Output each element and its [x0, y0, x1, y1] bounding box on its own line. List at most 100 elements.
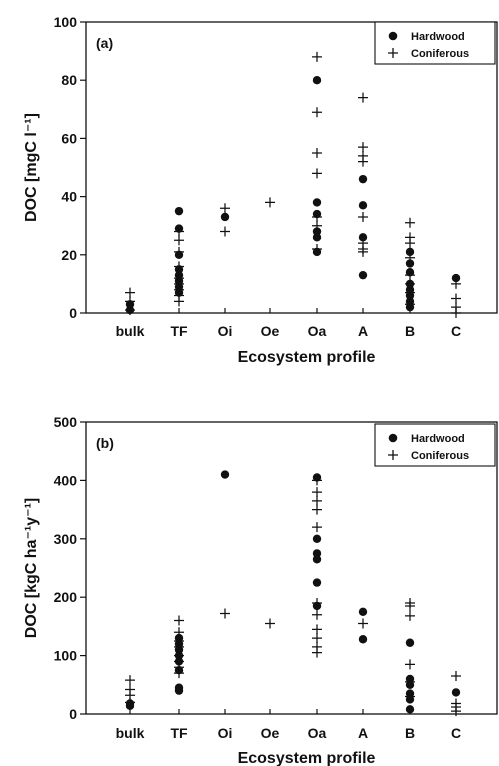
- data-point-coniferous: [174, 296, 184, 307]
- x-tick-label-oa: Oa: [308, 725, 327, 741]
- x-tick-label-b: B: [405, 323, 415, 339]
- data-point-hardwood: [405, 259, 415, 268]
- data-point-coniferous: [451, 308, 461, 318]
- data-point-coniferous: [174, 641, 184, 652]
- data-point-coniferous: [405, 238, 415, 249]
- data-point-coniferous: [312, 522, 322, 533]
- data-point-coniferous: [174, 615, 184, 626]
- data-point-coniferous: [451, 278, 461, 289]
- data-point-coniferous: [405, 659, 415, 670]
- data-point-hardwood: [405, 638, 415, 647]
- x-tick-label-tf: TF: [170, 323, 188, 339]
- data-point-hardwood: [358, 201, 368, 210]
- x-tick-label-bulk: bulk: [116, 323, 145, 339]
- data-point-hardwood: [312, 534, 322, 543]
- data-point-coniferous: [312, 475, 322, 486]
- data-point-hardwood: [312, 578, 322, 587]
- data-point-hardwood: [312, 233, 322, 242]
- x-axis-label: Ecosystem profile: [238, 750, 376, 766]
- data-point-coniferous: [125, 296, 135, 307]
- data-point-coniferous: [405, 270, 415, 281]
- legend-marker-coniferous: [388, 48, 398, 58]
- data-point-coniferous: [451, 706, 461, 717]
- legend-label-hardwood: Hardwood: [411, 433, 465, 445]
- data-point-coniferous: [358, 211, 368, 222]
- data-point-hardwood: [358, 270, 368, 280]
- data-point-coniferous: [265, 197, 275, 208]
- data-point-coniferous: [265, 618, 275, 629]
- y-tick-label: 80: [61, 72, 77, 88]
- data-point-hardwood: [451, 273, 461, 283]
- x-tick-label-c: C: [451, 323, 461, 339]
- data-point-coniferous: [405, 278, 415, 289]
- data-point-coniferous: [405, 252, 415, 263]
- data-point-coniferous: [358, 246, 368, 257]
- data-point-coniferous: [174, 627, 184, 638]
- data-point-coniferous: [312, 624, 322, 635]
- chart-panel-a: 0 20 40 60 80 100 bulk TF Oi Oe Oa A B C DOC [mgC l⁻¹]…: [23, 14, 498, 366]
- data-point-coniferous: [312, 495, 322, 506]
- y-tick-label: 200: [54, 589, 78, 605]
- data-point-coniferous: [405, 299, 415, 310]
- data-point-coniferous: [405, 691, 415, 702]
- data-point-coniferous: [451, 671, 461, 682]
- plot-frame: [85, 21, 498, 314]
- data-point-hardwood: [220, 212, 230, 222]
- data-point-coniferous: [174, 246, 184, 257]
- data-point-coniferous: [220, 203, 230, 214]
- x-tick-label-b: B: [405, 725, 415, 741]
- data-point-coniferous: [312, 107, 322, 118]
- data-point-coniferous: [358, 156, 368, 167]
- data-point-coniferous: [405, 676, 415, 687]
- x-tick-label-oe: Oe: [261, 323, 280, 339]
- x-tick-label-oa: Oa: [308, 323, 327, 339]
- data-point-coniferous: [405, 600, 415, 611]
- x-tick-label-tf: TF: [170, 725, 188, 741]
- y-tick-label: 400: [54, 472, 78, 488]
- data-point-coniferous: [312, 633, 322, 644]
- y-axis-label: DOC [mgC l⁻¹]: [23, 113, 40, 222]
- data-point-coniferous: [312, 609, 322, 620]
- x-tick-label-a: A: [358, 323, 368, 339]
- data-point-coniferous: [312, 504, 322, 515]
- data-point-coniferous: [174, 261, 184, 272]
- data-point-coniferous: [174, 235, 184, 246]
- data-point-hardwood: [174, 206, 184, 216]
- data-point-hardwood: [358, 174, 368, 184]
- data-point-coniferous: [312, 598, 322, 609]
- data-point-coniferous: [405, 610, 415, 621]
- legend-box: [374, 423, 496, 467]
- data-point-hardwood: [312, 76, 322, 85]
- data-point-coniferous: [125, 675, 135, 686]
- data-point-coniferous: [125, 697, 135, 708]
- data-point-coniferous: [312, 647, 322, 658]
- y-tick-label: 40: [61, 189, 77, 205]
- x-tick-label-bulk: bulk: [116, 725, 145, 741]
- data-point-coniferous: [312, 51, 322, 62]
- data-point-coniferous: [312, 487, 322, 498]
- data-point-hardwood: [220, 470, 230, 479]
- y-tick-label: 0: [69, 706, 77, 722]
- data-point-hardwood: [451, 688, 461, 697]
- data-point-hardwood: [358, 607, 368, 616]
- data-point-hardwood: [312, 549, 322, 558]
- data-point-coniferous: [405, 217, 415, 228]
- legend-marker-hardwood: [388, 433, 398, 443]
- data-point-hardwood: [312, 555, 322, 564]
- data-point-coniferous: [405, 287, 415, 298]
- data-point-coniferous: [125, 287, 135, 298]
- panel-label: (a): [96, 35, 113, 51]
- panel-label: (b): [96, 435, 114, 451]
- chart-panel-b: 0 100 200 300 400 500 bulk TF Oi Oe Oa A B C DOC [kgC …: [23, 414, 498, 766]
- data-point-hardwood: [405, 705, 415, 714]
- plot-frame: [85, 421, 498, 715]
- data-point-coniferous: [312, 243, 322, 254]
- data-point-coniferous: [312, 220, 322, 231]
- legend-box: [374, 21, 496, 65]
- data-point-coniferous: [358, 142, 368, 153]
- y-tick-label: 20: [61, 247, 77, 263]
- data-point-hardwood: [174, 686, 184, 695]
- data-point-coniferous: [312, 211, 322, 222]
- x-tick-label-oi: Oi: [218, 323, 233, 339]
